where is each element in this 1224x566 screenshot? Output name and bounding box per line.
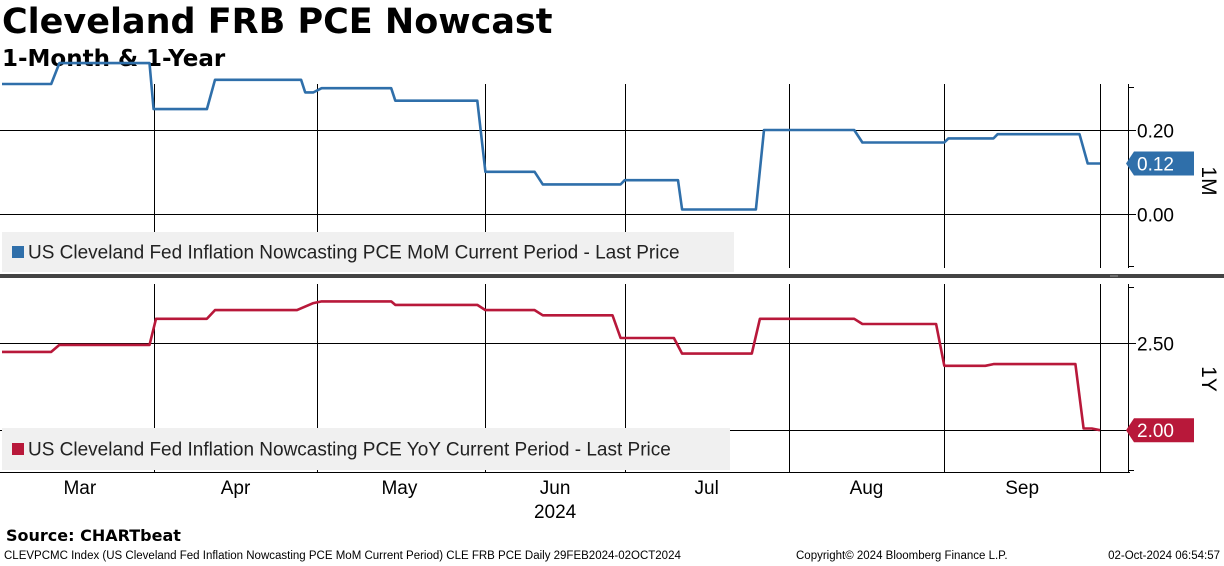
chart-canvas: Mar Apr May Jun Jul Aug Sep 2024 0.00 0.20 0.12 1M 2… bbox=[0, 61, 1224, 520]
x-tick-label-apr: Apr bbox=[221, 478, 251, 499]
x-year-label: 2024 bbox=[534, 502, 577, 520]
series-line-mom bbox=[2, 61, 1100, 211]
footer-copyright: Copyright© 2024 Bloomberg Finance L.P. bbox=[796, 550, 1008, 562]
last-value-label-top: 0.12 bbox=[1137, 154, 1174, 175]
last-value-tag-bottom bbox=[1126, 418, 1194, 443]
last-value-tag-top bbox=[1126, 151, 1194, 176]
chart-title: Cleveland FRB PCE Nowcast bbox=[2, 2, 553, 42]
legend-label-top: US Cleveland Fed Inflation Nowcasting PC… bbox=[28, 243, 680, 264]
axes: Mar Apr May Jun Jul Aug Sep 2024 0.00 0.20 0.12 1M 2… bbox=[63, 84, 1220, 520]
legend-box-bottom bbox=[2, 428, 730, 470]
panel-separator bbox=[0, 274, 1224, 278]
last-value-label-bottom: 2.00 bbox=[1137, 421, 1174, 442]
legend-swatch-bottom bbox=[12, 443, 24, 455]
panel-label-top: 1M bbox=[1197, 166, 1220, 195]
series-lines bbox=[2, 61, 1101, 432]
panel-label-bottom: 1Y bbox=[1197, 366, 1220, 392]
x-tick-label-may: May bbox=[381, 478, 417, 499]
x-tick-label-aug: Aug bbox=[850, 478, 884, 499]
footer-timestamp: 02-Oct-2024 06:54:57 bbox=[1108, 550, 1220, 562]
source-note: Source: CHARTbeat bbox=[6, 526, 181, 545]
y-tick-label-bottom-1: 2.50 bbox=[1137, 335, 1174, 356]
legends: US Cleveland Fed Inflation Nowcasting PC… bbox=[2, 232, 734, 470]
legend-swatch-top bbox=[12, 246, 24, 258]
x-tick-label-jul: Jul bbox=[695, 478, 719, 499]
chart-subtitle: 1-Month & 1-Year bbox=[2, 46, 226, 72]
x-tick-label-mar: Mar bbox=[63, 478, 96, 499]
legend-box-top bbox=[2, 232, 734, 272]
panel-frame bbox=[0, 274, 1224, 473]
y-tick-label-top-0: 0.00 bbox=[1137, 206, 1174, 227]
y-tick-label-top-1: 0.20 bbox=[1137, 122, 1174, 143]
x-tick-label-sep: Sep bbox=[1005, 478, 1039, 499]
series-line-yoy bbox=[2, 300, 1101, 432]
x-tick-label-jun: Jun bbox=[540, 478, 571, 499]
legend-label-bottom: US Cleveland Fed Inflation Nowcasting PC… bbox=[28, 440, 671, 461]
footer-index-info: CLEVPCMC Index (US Cleveland Fed Inflati… bbox=[4, 550, 681, 562]
